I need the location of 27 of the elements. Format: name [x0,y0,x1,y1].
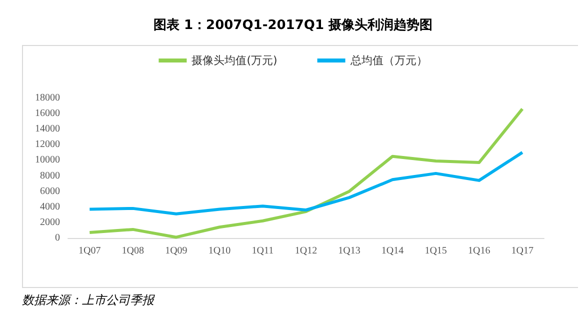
x-tick-label: 1Q07 [78,246,101,256]
y-tick-label: 8000 [40,170,60,182]
x-tick-label: 1Q11 [252,246,274,256]
chart-title: 图表 1：2007Q1-2017Q1 摄像头利润趋势图 [153,17,433,33]
x-tick-label: 1Q13 [338,246,360,256]
y-tick-label: 12000 [35,139,60,150]
x-tick-label: 1Q10 [208,246,231,256]
legend-label: 摄像头均值(万元) [192,54,278,67]
y-tick-label: 0 [55,232,60,244]
x-tick-label: 1Q16 [468,246,490,256]
y-tick-label: 16000 [35,108,60,120]
line-series [88,107,524,239]
x-tick-label: 1Q14 [381,246,404,256]
x-tick-label: 1Q08 [122,246,144,256]
x-tick-label: 1Q15 [424,246,447,256]
x-tick-label: 1Q12 [294,246,318,256]
line-series [88,150,524,216]
y-tick-label: 18000 [35,92,60,104]
y-tick-label: 14000 [35,124,60,135]
y-tick-label: 2000 [40,216,60,228]
x-tick-label: 1Q09 [165,246,188,256]
legend-label: 总均值（万元） [349,54,428,67]
y-tick-label: 10000 [35,154,60,166]
source-note: 数据来源：上市公司季报 [22,293,155,307]
y-tick-label: 4000 [40,201,60,212]
y-tick-label: 6000 [40,186,60,197]
x-tick-label: 1Q17 [511,246,534,256]
